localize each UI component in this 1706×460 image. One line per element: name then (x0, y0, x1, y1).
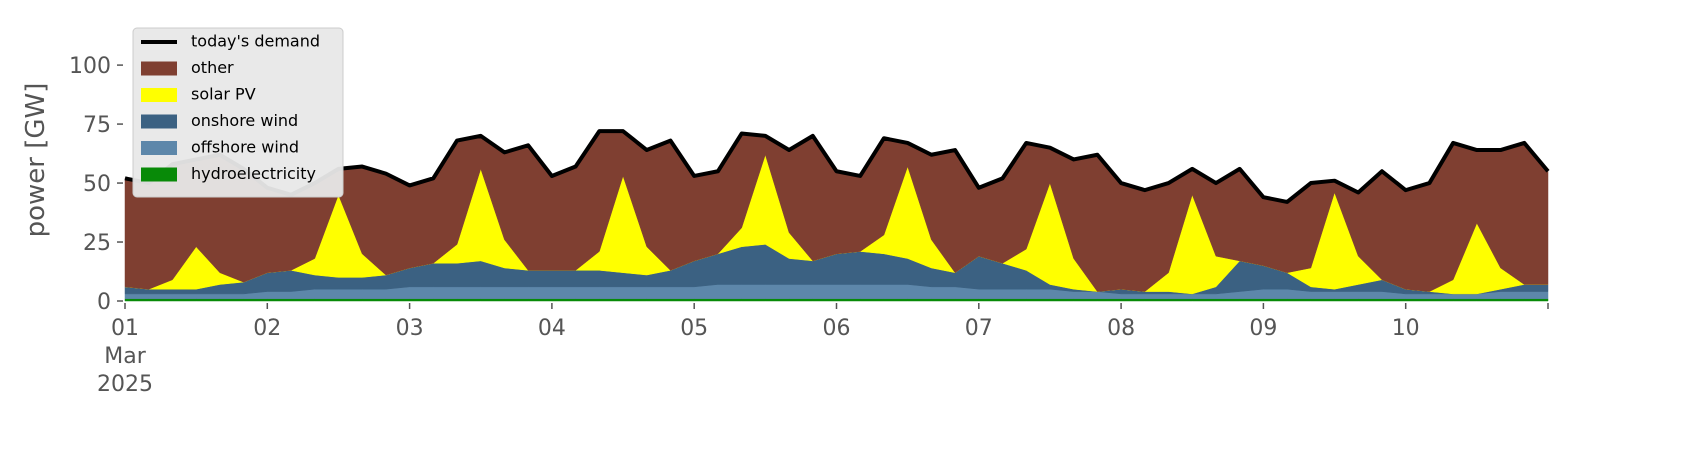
x-tick-label: 09 (1249, 316, 1277, 341)
legend-label: hydroelectricity (191, 164, 316, 183)
legend-swatch (141, 61, 177, 76)
y-tick-label: 75 (83, 113, 111, 138)
demand-line (124, 129, 1550, 204)
y-tick-label: 50 (83, 172, 111, 197)
legend-label: onshore wind (191, 111, 298, 130)
x-tick-label: 01 Mar 2025 (97, 316, 153, 397)
y-tick-label: 25 (83, 231, 111, 256)
legend-label: offshore wind (191, 138, 299, 157)
x-tick-label: 04 (538, 316, 566, 341)
x-tick-label: 05 (680, 316, 708, 341)
x-tick-label: 07 (965, 316, 993, 341)
legend-label: solar PV (191, 85, 256, 104)
legend: today's demand other solar PV onshore wind o… (132, 27, 344, 198)
x-tick-label: 10 (1392, 316, 1420, 341)
y-axis-label: power [GW] (21, 83, 51, 238)
legend-swatch (141, 167, 177, 182)
x-tick-label: 08 (1107, 316, 1135, 341)
legend-swatch (141, 141, 177, 155)
area (124, 298, 1549, 302)
x-tick-label: 06 (823, 316, 851, 341)
y-tick-label: 100 (69, 54, 111, 79)
x-tick-label: 02 (253, 316, 281, 341)
legend-box (132, 27, 344, 198)
x-tick-label: 03 (396, 316, 424, 341)
legend-label: today's demand (191, 32, 320, 51)
y-tick-label: 0 (97, 290, 111, 315)
legend-swatch (141, 88, 177, 102)
legend-swatch (141, 114, 177, 129)
legend-label: other (191, 58, 234, 77)
